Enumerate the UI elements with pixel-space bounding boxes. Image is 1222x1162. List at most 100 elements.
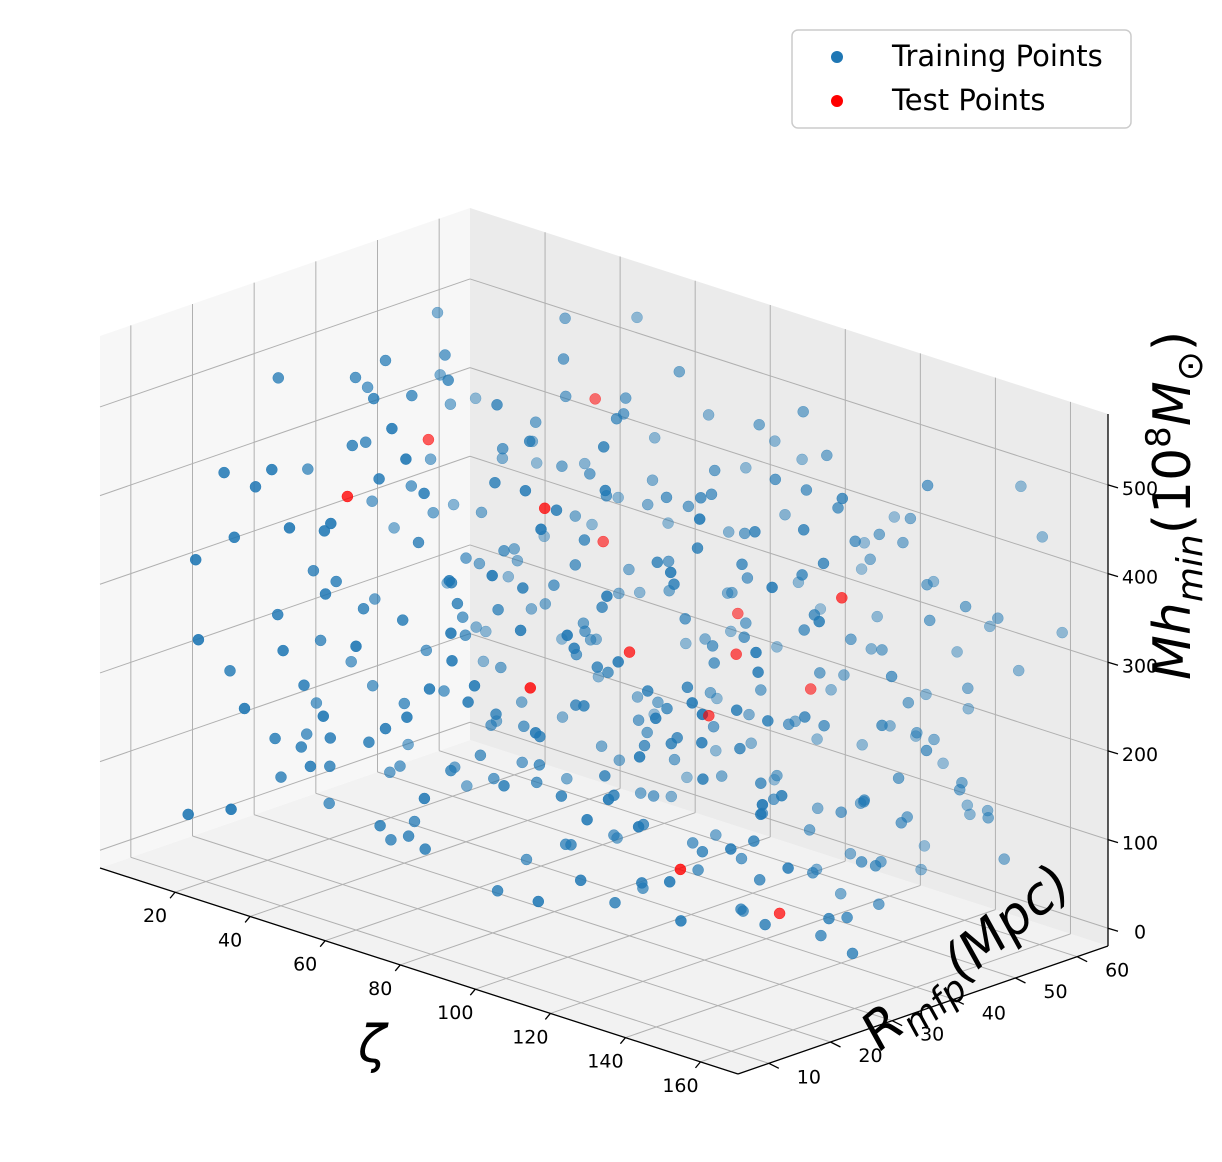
- training-point: [844, 847, 857, 860]
- training-point: [520, 853, 533, 866]
- training-point: [530, 776, 543, 789]
- training-point: [797, 524, 810, 536]
- training-point: [431, 306, 444, 319]
- training-point: [469, 392, 482, 405]
- training-point: [330, 575, 342, 588]
- training-point: [386, 422, 398, 435]
- training-point: [277, 644, 289, 657]
- training-point: [565, 839, 577, 851]
- back-pane: [470, 208, 1108, 946]
- grid-line-z-left: [99, 455, 471, 585]
- training-point: [708, 464, 721, 477]
- training-point: [923, 614, 936, 627]
- training-point: [748, 835, 760, 847]
- training-point: [442, 374, 454, 386]
- legend-label-training: Training Points: [891, 39, 1103, 73]
- training-point: [418, 792, 431, 805]
- svg-text:Mhmin(108M⊙): Mhmin(108M⊙): [1139, 331, 1211, 680]
- training-point: [569, 510, 582, 522]
- training-point: [498, 780, 510, 792]
- training-point: [468, 680, 481, 692]
- training-point: [800, 484, 813, 496]
- floor-pane: [100, 740, 1108, 1074]
- training-point: [796, 569, 808, 581]
- training-point: [533, 759, 546, 771]
- training-point: [681, 681, 694, 694]
- training-point: [691, 542, 704, 554]
- training-point: [876, 644, 888, 656]
- training-point: [406, 389, 418, 402]
- x-tick-mark: [619, 1037, 626, 1045]
- legend-marker-test: [831, 95, 843, 107]
- legend-marker-training: [831, 51, 843, 63]
- training-point: [307, 564, 320, 577]
- grid-line-y-floor: [315, 792, 954, 1000]
- training-point: [189, 553, 202, 566]
- training-point: [982, 812, 994, 824]
- x-axis-line: [99, 867, 739, 1075]
- x-tick-mark: [169, 891, 176, 899]
- training-point: [498, 545, 510, 557]
- training-point: [921, 578, 933, 591]
- training-point: [592, 670, 605, 683]
- legend-label-test: Test Points: [891, 83, 1045, 117]
- z-tick-mark: [1107, 838, 1119, 844]
- training-point: [902, 696, 915, 709]
- training-point: [379, 722, 392, 735]
- training-point: [523, 435, 536, 448]
- training-point: [730, 704, 743, 716]
- training-point: [412, 536, 425, 549]
- training-point: [836, 492, 849, 505]
- training-point: [636, 877, 648, 889]
- y-axis-line: [737, 945, 1109, 1075]
- training-point: [349, 371, 362, 384]
- training-point: [597, 441, 610, 453]
- training-point: [325, 517, 337, 530]
- training-point: [855, 563, 868, 575]
- training-point: [438, 685, 450, 697]
- training-point: [283, 522, 296, 534]
- training-point: [369, 593, 381, 605]
- training-point: [953, 783, 966, 796]
- training-point: [502, 570, 515, 583]
- training-point: [249, 481, 262, 493]
- x-tick-label: 140: [587, 1051, 623, 1073]
- training-point: [631, 691, 644, 703]
- z-tick-mark: [1107, 572, 1119, 578]
- training-point: [400, 453, 412, 465]
- training-point: [602, 793, 615, 806]
- z-tick-label: 400: [1122, 567, 1158, 589]
- training-point: [384, 766, 396, 779]
- training-point: [762, 715, 774, 727]
- training-point: [888, 511, 901, 523]
- training-point: [443, 574, 456, 587]
- training-point: [869, 860, 882, 872]
- z-tick-label: 200: [1122, 744, 1158, 766]
- grid-line-x-floor: [400, 836, 771, 966]
- training-point: [548, 579, 560, 591]
- training-point: [317, 710, 330, 722]
- training-point: [218, 466, 230, 479]
- z-axis-label-main: Mh: [1143, 602, 1203, 680]
- training-point: [813, 615, 825, 628]
- training-point: [612, 656, 624, 668]
- training-point: [405, 480, 418, 492]
- training-point: [529, 416, 542, 428]
- z-axis-label: Mhmin(108M⊙): [1139, 331, 1211, 680]
- training-point: [964, 808, 976, 821]
- x-tick-mark: [469, 988, 476, 996]
- training-point: [692, 864, 704, 876]
- training-point: [651, 556, 664, 569]
- training-point: [561, 772, 573, 785]
- training-point: [1056, 626, 1068, 639]
- training-point: [693, 513, 706, 525]
- training-point: [633, 586, 646, 599]
- training-point: [319, 588, 332, 600]
- y-tick-mark: [1076, 956, 1088, 963]
- training-point: [586, 518, 598, 531]
- training-point: [897, 536, 909, 549]
- training-point: [613, 754, 626, 766]
- training-point: [350, 640, 362, 653]
- y-tick-label: 50: [1043, 981, 1067, 1003]
